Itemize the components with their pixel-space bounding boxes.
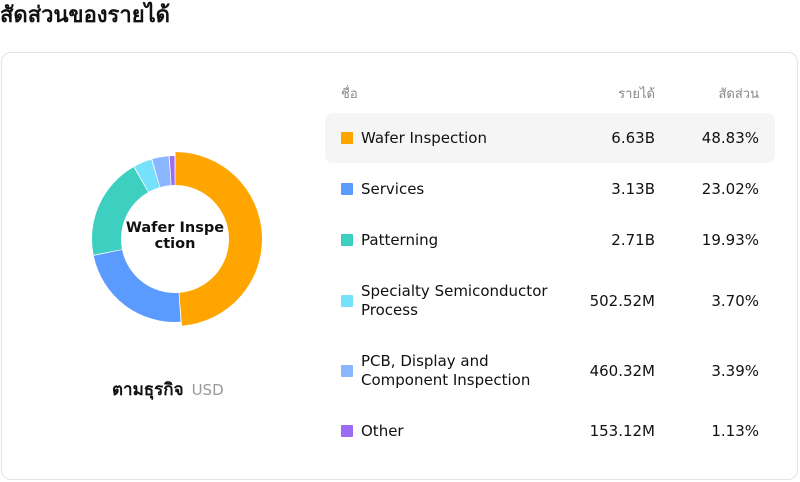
caption-title: ตามธุรกิจ xyxy=(112,380,184,400)
segment-share: 19.93% xyxy=(701,230,759,249)
donut-center-label: Wafer Inspection xyxy=(125,220,225,252)
segment-share: 3.70% xyxy=(711,291,759,310)
donut-slice[interactable] xyxy=(93,249,181,322)
segment-row[interactable]: Specialty Semiconductor Process 502.52M 3.… xyxy=(325,266,775,336)
donut-slice[interactable] xyxy=(152,156,171,188)
segment-share: 1.13% xyxy=(711,421,759,440)
donut-slice[interactable] xyxy=(169,156,175,186)
segment-revenue: 460.32M xyxy=(589,361,655,380)
segment-row[interactable]: Other 153.12M 1.13% xyxy=(325,406,775,456)
donut-svg xyxy=(92,152,262,326)
legend-swatch xyxy=(341,132,353,144)
caption-unit: USD xyxy=(191,381,224,399)
legend-swatch xyxy=(341,295,353,307)
segment-share: 48.83% xyxy=(701,128,759,147)
segment-row[interactable]: Wafer Inspection 6.63B 48.83% xyxy=(325,113,775,163)
page-title: สัดส่วนของรายได้ xyxy=(0,3,170,28)
segment-name: Wafer Inspection xyxy=(361,128,487,147)
segment-name: Other xyxy=(361,421,404,440)
segment-name: PCB, Display and Component Inspection xyxy=(361,352,531,389)
donut-slice[interactable] xyxy=(175,152,262,326)
segment-revenue: 502.52M xyxy=(589,291,655,310)
segment-row[interactable]: Services 3.13B 23.02% xyxy=(325,164,775,214)
segment-name: Services xyxy=(361,179,425,198)
segment-revenue: 3.13B xyxy=(611,179,655,198)
column-header-name: ชื่อ xyxy=(341,87,358,102)
segment-share: 3.39% xyxy=(711,361,759,380)
legend-swatch xyxy=(341,234,353,246)
segment-revenue: 153.12M xyxy=(589,421,655,440)
column-header-revenue: รายได้ xyxy=(618,87,655,102)
segment-row[interactable]: Patterning 2.71B 19.93% xyxy=(325,215,775,265)
legend-swatch xyxy=(341,365,353,377)
segment-share: 23.02% xyxy=(701,179,759,198)
donut-slice[interactable] xyxy=(134,159,160,192)
segment-name: Specialty Semiconductor Process xyxy=(361,282,548,319)
segment-revenue: 2.71B xyxy=(611,230,655,249)
segment-row[interactable]: PCB, Display and Component Inspection 460… xyxy=(325,336,775,406)
segment-revenue: 6.63B xyxy=(611,128,655,147)
chart-caption: ตามธุรกิจ USD xyxy=(112,376,224,403)
column-header-share: สัดส่วน xyxy=(718,87,760,102)
segment-name: Patterning xyxy=(361,230,439,249)
legend-swatch xyxy=(341,183,353,195)
donut-slice[interactable] xyxy=(92,167,149,255)
donut-chart: Wafer Inspection xyxy=(88,145,268,330)
legend-swatch xyxy=(341,425,353,437)
